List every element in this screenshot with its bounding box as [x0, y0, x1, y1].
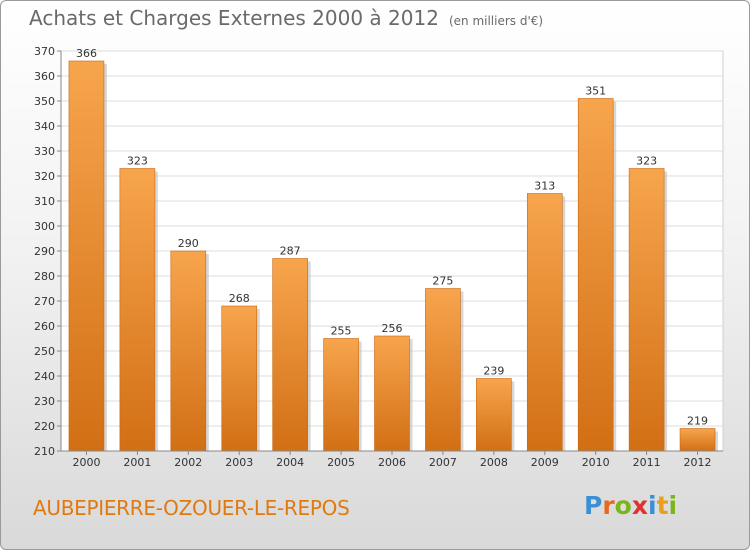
bar-value-label: 275 [432, 275, 453, 288]
logo-letter: t [656, 491, 669, 520]
bar [170, 250, 207, 452]
y-tick-label: 230 [34, 395, 55, 408]
x-tick-label: 2000 [72, 456, 100, 469]
chart-title: Achats et Charges Externes 2000 à 2012 (e… [29, 6, 543, 30]
x-tick-label: 2012 [684, 456, 712, 469]
x-tick-label: 2004 [276, 456, 304, 469]
bar [425, 288, 461, 452]
x-tick-label: 2008 [480, 456, 508, 469]
logo-letter: i [648, 491, 657, 520]
bar [68, 60, 105, 452]
y-tick-label: 260 [34, 320, 55, 333]
y-tick-label: 280 [34, 270, 55, 283]
y-axis: 210 220 230 240 250 260 270 280 290 300 310 320 330 3… [34, 45, 62, 458]
bar-value-label: 287 [280, 245, 301, 258]
bar-value-label: 239 [483, 365, 504, 378]
bar-value-label: 256 [382, 322, 403, 335]
logo-letter: P [584, 491, 603, 520]
x-tick-label: 2009 [531, 456, 559, 469]
bar-value-label: 255 [331, 325, 352, 338]
y-tick-label: 250 [34, 345, 55, 358]
logo-letter: i [668, 491, 678, 520]
bar-value-label: 366 [76, 47, 97, 60]
chart-title-main: Achats et Charges Externes 2000 à 2012 [29, 6, 439, 30]
bar-value-label: 351 [585, 85, 606, 98]
y-tick-label: 360 [34, 70, 55, 83]
y-tick-label: 320 [34, 170, 55, 183]
bar [577, 98, 614, 452]
bars: 366 323 290 268 287 255 256 275 239 313 351 323 219 [68, 47, 719, 452]
bar-value-label: 290 [178, 237, 199, 250]
y-tick-label: 370 [34, 45, 55, 58]
y-tick-label: 240 [34, 370, 55, 383]
y-tick-label: 290 [34, 245, 55, 258]
y-tick-label: 300 [34, 220, 55, 233]
proxiti-logo: Proxiti [584, 491, 677, 520]
y-tick-label: 270 [34, 295, 55, 308]
bar-value-label: 268 [229, 292, 250, 305]
x-tick-label: 2010 [582, 456, 610, 469]
y-tick-label: 340 [34, 120, 55, 133]
bar-value-label: 219 [687, 415, 708, 428]
bar-value-label: 323 [127, 155, 148, 168]
logo-letter: o [614, 491, 632, 520]
bar [476, 378, 512, 452]
x-tick-label: 2011 [633, 456, 661, 469]
y-tick-label: 220 [34, 420, 55, 433]
x-tick-label: 2005 [327, 456, 355, 469]
logo-letter: x [631, 491, 648, 520]
x-tick-label: 2003 [225, 456, 253, 469]
bar [323, 338, 359, 452]
bar [679, 428, 716, 452]
x-tick-label: 2006 [378, 456, 406, 469]
bar-value-label: 313 [534, 180, 555, 193]
bar-value-label: 323 [636, 155, 657, 168]
bar [119, 168, 156, 452]
y-tick-label: 330 [34, 145, 55, 158]
y-tick-label: 310 [34, 195, 55, 208]
bar [374, 335, 410, 452]
commune-name: AUBEPIERRE-OZOUER-LE-REPOS [33, 496, 350, 520]
bar [628, 168, 665, 452]
bar [221, 305, 258, 452]
x-tick-label: 2007 [429, 456, 457, 469]
y-tick-label: 350 [34, 95, 55, 108]
bar [272, 258, 308, 452]
bar [526, 193, 563, 452]
x-tick-label: 2001 [123, 456, 151, 469]
y-tick-label: 210 [34, 445, 55, 458]
chart-subtitle: (en milliers d'€) [448, 14, 544, 28]
logo-letter: r [602, 491, 615, 520]
x-tick-label: 2002 [174, 456, 202, 469]
x-axis: 2000 2001 2002 2003 2004 2005 2006 2007 2008 2009… [61, 450, 723, 469]
